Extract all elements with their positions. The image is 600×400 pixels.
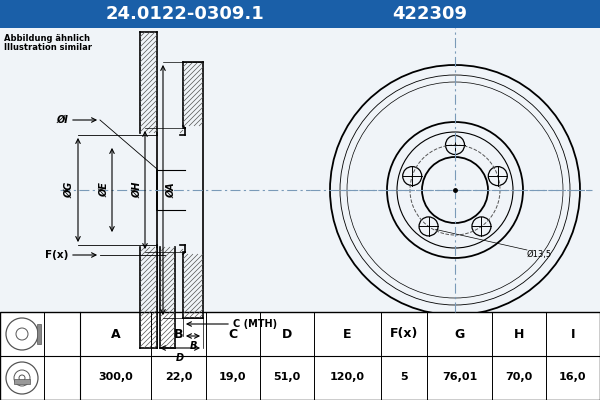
Bar <box>0 28 600 312</box>
Text: 5: 5 <box>400 372 408 382</box>
Text: 24.0122-0309.1: 24.0122-0309.1 <box>106 5 265 23</box>
Text: D: D <box>282 328 292 340</box>
Text: C: C <box>228 328 238 340</box>
Text: 300,0: 300,0 <box>98 372 133 382</box>
Text: A: A <box>111 328 121 340</box>
Text: ØE: ØE <box>99 182 109 198</box>
Bar <box>37 324 41 344</box>
Text: 22,0: 22,0 <box>165 372 192 382</box>
Text: F(x): F(x) <box>390 328 418 340</box>
Text: H: H <box>514 328 524 340</box>
Text: F(x): F(x) <box>44 250 68 260</box>
Text: ØI: ØI <box>56 115 68 125</box>
Text: 16,0: 16,0 <box>559 372 587 382</box>
Text: Abbildung ähnlich: Abbildung ähnlich <box>4 34 90 43</box>
Text: ØA: ØA <box>166 182 176 198</box>
Text: ØH: ØH <box>132 182 142 198</box>
Text: Ø13,5: Ø13,5 <box>527 250 552 259</box>
Text: Illustration similar: Illustration similar <box>4 43 92 52</box>
Text: E: E <box>343 328 352 340</box>
Bar <box>14 379 30 384</box>
Text: 76,01: 76,01 <box>442 372 477 382</box>
Text: ØG: ØG <box>64 182 74 198</box>
Text: C (MTH): C (MTH) <box>233 319 277 329</box>
Bar <box>0 0 600 28</box>
Bar <box>0 312 600 400</box>
Text: B: B <box>190 341 197 351</box>
Text: 19,0: 19,0 <box>219 372 247 382</box>
Text: I: I <box>571 328 575 340</box>
Text: 120,0: 120,0 <box>330 372 365 382</box>
Text: B: B <box>174 328 184 340</box>
Text: 422309: 422309 <box>392 5 467 23</box>
Text: 51,0: 51,0 <box>274 372 301 382</box>
Text: G: G <box>454 328 464 340</box>
Text: D: D <box>176 353 184 363</box>
Text: 70,0: 70,0 <box>505 372 532 382</box>
